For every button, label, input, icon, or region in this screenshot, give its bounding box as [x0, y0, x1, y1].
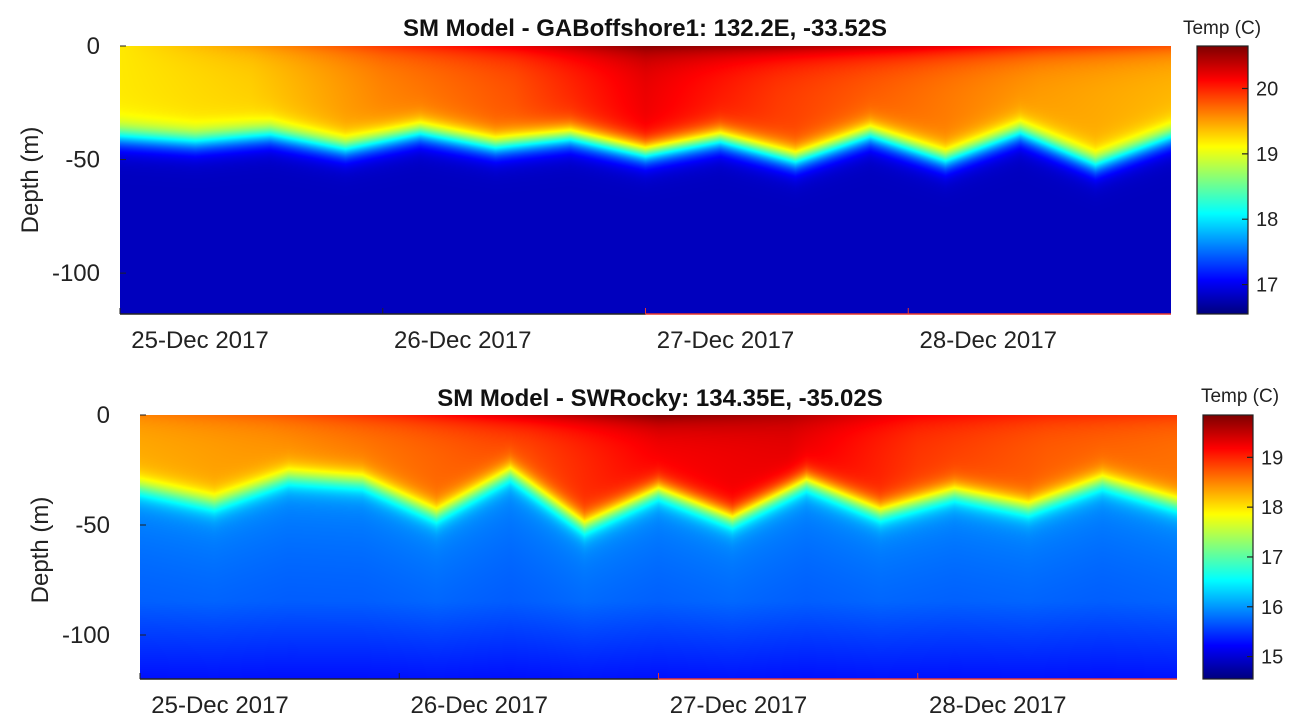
- panel-gaboffshore1: SM Model - GABoffshore1: 132.2E, -33.52S…: [17, 15, 1278, 354]
- colorbar-tick-label: 20: [1256, 78, 1278, 100]
- panel-swrocky: SM Model - SWRocky: 134.35E, -35.02S 0 -5…: [27, 385, 1283, 718]
- y-tick-label: -50: [75, 512, 110, 539]
- axes: 0 -50 -100 25-Dec 2017 26-Dec 2017 27-Dec 201…: [62, 402, 1177, 718]
- colorbar-frame: [1196, 45, 1249, 315]
- y-tick-label: -100: [52, 260, 100, 287]
- x-tick-label: 25-Dec 2017: [151, 692, 288, 718]
- colorbar: Temp (C) 17 18 19 20: [1183, 18, 1278, 315]
- colorbar-label: Temp (C): [1183, 18, 1261, 39]
- colorbar-tick-label: 19: [1261, 447, 1283, 469]
- colorbar-tick-label: 18: [1256, 209, 1278, 231]
- x-tick-label: 27-Dec 2017: [670, 692, 807, 718]
- y-axis-label: Depth (m): [27, 497, 54, 604]
- colorbar-tick-label: 18: [1261, 497, 1283, 519]
- x-tick-label: 26-Dec 2017: [411, 692, 548, 718]
- y-tick-label: -100: [62, 622, 110, 649]
- colorbar-tick-label: 16: [1261, 597, 1283, 619]
- y-axis-label: Depth (m): [17, 127, 44, 234]
- x-tick-label: 27-Dec 2017: [657, 327, 794, 354]
- axes: 0 -50 -100 25-Dec 2017 26-Dec 2017 27-Dec 201…: [52, 33, 1171, 354]
- x-tick-label: 26-Dec 2017: [394, 327, 531, 354]
- colorbar-tick-label: 15: [1261, 647, 1283, 669]
- colorbar-frame: [1202, 414, 1254, 680]
- x-tick-label: 28-Dec 2017: [929, 692, 1066, 718]
- colorbar-gradient: [1203, 415, 1253, 679]
- chart-title: SM Model - GABoffshore1: 132.2E, -33.52S: [403, 15, 887, 42]
- y-tick-label: 0: [97, 402, 110, 429]
- heatmap-raster: [120, 46, 1171, 314]
- heatmap: [140, 415, 1177, 679]
- colorbar-tick-label: 17: [1256, 275, 1278, 297]
- heatmap: [120, 46, 1171, 314]
- colorbar-label: Temp (C): [1201, 386, 1279, 407]
- heatmap-raster: [140, 415, 1177, 679]
- x-tick-label: 28-Dec 2017: [920, 327, 1057, 354]
- colorbar-ticks: 15 16 17 18 19: [1247, 447, 1283, 669]
- x-tick-label: 25-Dec 2017: [131, 327, 268, 354]
- colorbar-ticks: 17 18 19 20: [1242, 78, 1278, 297]
- colorbar-tick-label: 17: [1261, 547, 1283, 569]
- colorbar: Temp (C) 15 16 17 18 19: [1201, 386, 1283, 680]
- chart-title: SM Model - SWRocky: 134.35E, -35.02S: [437, 385, 883, 412]
- y-tick-label: -50: [65, 147, 100, 174]
- y-tick-label: 0: [87, 33, 100, 60]
- colorbar-gradient: [1197, 46, 1248, 314]
- colorbar-tick-label: 19: [1256, 144, 1278, 166]
